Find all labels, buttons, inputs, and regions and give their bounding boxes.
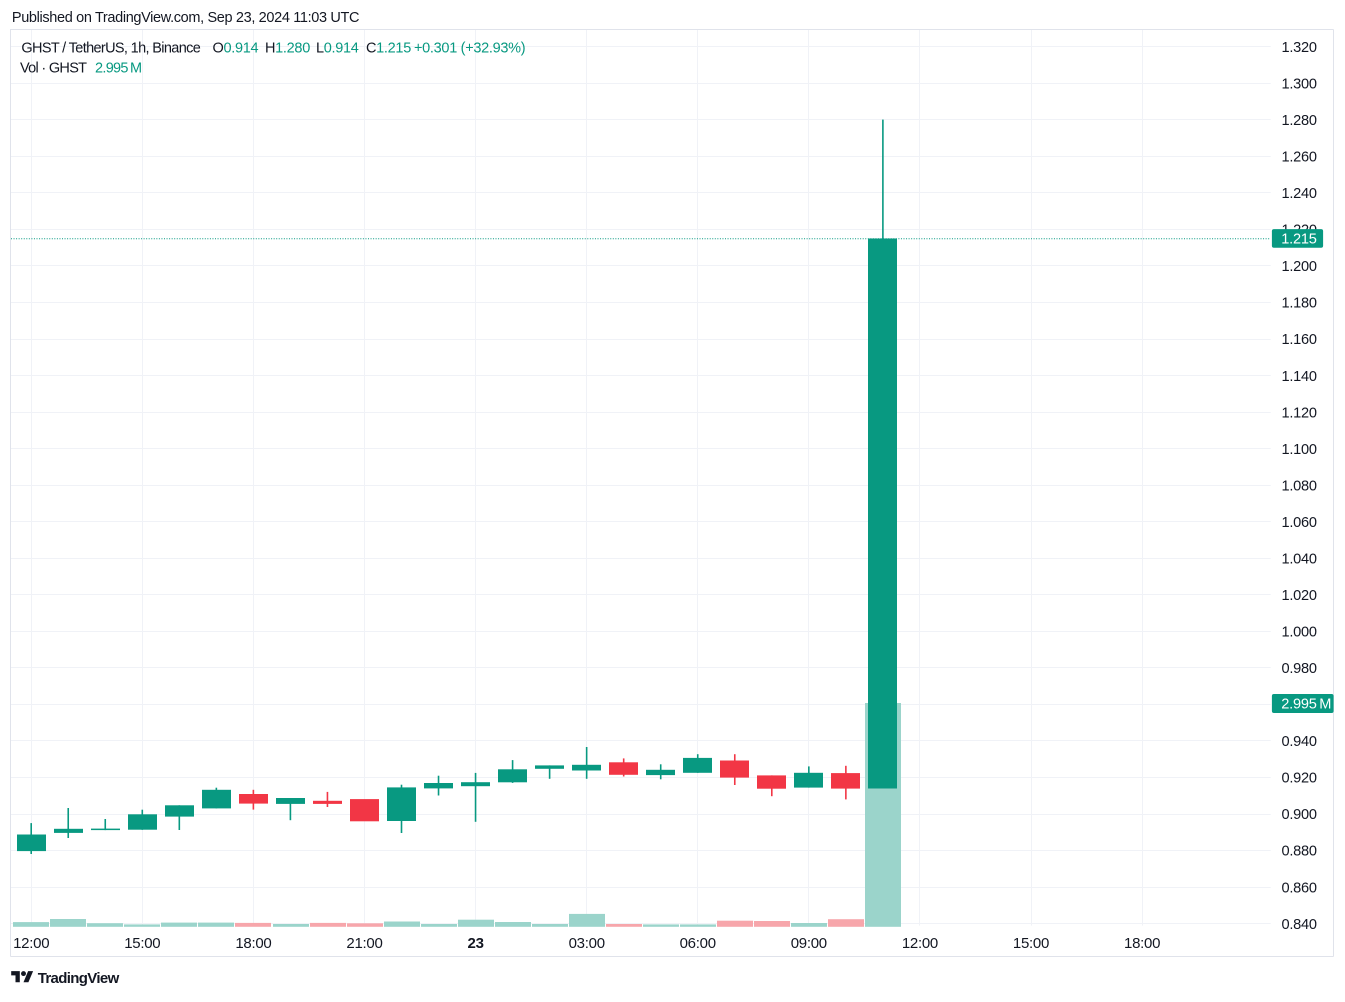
- svg-text:0.980: 0.980: [1282, 661, 1317, 677]
- svg-text:2.995 M: 2.995 M: [95, 60, 141, 76]
- svg-text:15:00: 15:00: [1013, 935, 1049, 952]
- svg-text:15:00: 15:00: [124, 935, 160, 952]
- svg-text:Published on TradingView.com,: Published on TradingView.com, Sep 23, 20…: [12, 10, 359, 26]
- svg-text:1.320: 1.320: [1282, 40, 1317, 56]
- svg-text:12:00: 12:00: [13, 935, 49, 952]
- svg-text:18:00: 18:00: [235, 935, 271, 952]
- svg-text:1.000: 1.000: [1282, 625, 1317, 641]
- svg-text:0.860: 0.860: [1282, 880, 1317, 896]
- svg-text:1.160: 1.160: [1282, 332, 1317, 348]
- svg-text:03:00: 03:00: [569, 935, 605, 952]
- svg-text:21:00: 21:00: [346, 935, 382, 952]
- svg-text:2.995 M: 2.995 M: [1281, 697, 1331, 713]
- svg-text:1.120: 1.120: [1282, 405, 1317, 421]
- svg-text:1.020: 1.020: [1282, 588, 1317, 604]
- svg-text:06:00: 06:00: [680, 935, 716, 952]
- svg-text:18:00: 18:00: [1124, 935, 1160, 952]
- svg-text:1.060: 1.060: [1282, 515, 1317, 531]
- svg-text:1.100: 1.100: [1282, 442, 1317, 458]
- svg-text:1.200: 1.200: [1282, 259, 1317, 275]
- svg-text:0.920: 0.920: [1282, 771, 1317, 787]
- svg-text:23: 23: [468, 935, 484, 952]
- svg-text:1.280: 1.280: [1282, 113, 1317, 129]
- svg-text:1.300: 1.300: [1282, 77, 1317, 93]
- svg-text:1.040: 1.040: [1282, 552, 1317, 568]
- svg-text:0.880: 0.880: [1282, 844, 1317, 860]
- svg-text:1.080: 1.080: [1282, 478, 1317, 494]
- svg-text:0.840: 0.840: [1282, 917, 1317, 933]
- svg-text:Vol · GHST: Vol · GHST: [20, 60, 87, 76]
- svg-text:12:00: 12:00: [902, 935, 938, 952]
- svg-text:1.260: 1.260: [1282, 150, 1317, 166]
- svg-text:1.240: 1.240: [1282, 186, 1317, 202]
- svg-text:1.215: 1.215: [1281, 232, 1316, 248]
- svg-text:TradingView: TradingView: [38, 970, 120, 987]
- svg-text:1.180: 1.180: [1282, 296, 1317, 312]
- svg-text:GHST / TetherUS, 1h, Binance: GHST / TetherUS, 1h, Binance: [21, 41, 200, 57]
- svg-text:0.940: 0.940: [1282, 734, 1317, 750]
- svg-text:09:00: 09:00: [791, 935, 827, 952]
- svg-text:1.140: 1.140: [1282, 369, 1317, 385]
- svg-text:0.900: 0.900: [1282, 807, 1317, 823]
